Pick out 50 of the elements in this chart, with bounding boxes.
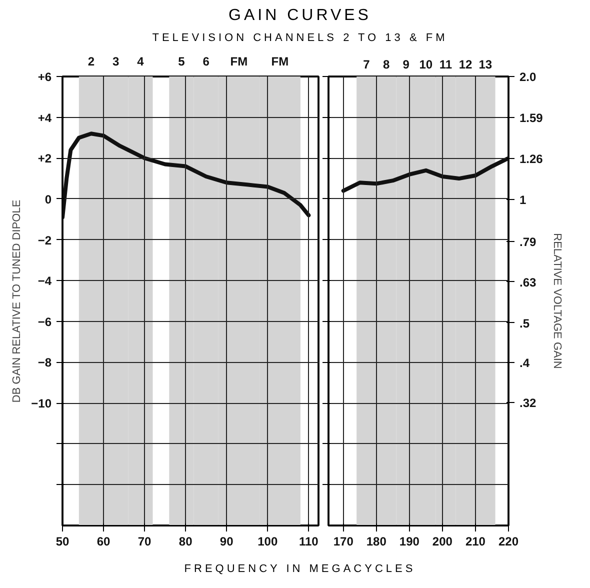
x-tick-label: 90: [220, 534, 234, 548]
x-tick-label: 50: [56, 534, 70, 548]
band-label: 6: [202, 54, 210, 68]
band-label: 9: [402, 58, 410, 72]
x-tick-label: 70: [138, 534, 152, 548]
text: .63: [520, 275, 536, 290]
x-tick-label: 190: [399, 534, 420, 548]
x-tick-label: 100: [258, 534, 278, 548]
band-label: 5: [178, 54, 186, 68]
band-label: 7: [363, 58, 370, 72]
band-label: FM: [230, 54, 248, 68]
text: 2.0: [520, 70, 536, 84]
x-tick-label: 200: [432, 534, 453, 548]
x-axis-title: FREQUENCY IN MEGACYCLES: [183, 562, 417, 577]
y-tick-label: −8: [38, 356, 52, 370]
x-tick-label: 170: [333, 534, 354, 548]
y-tick-label: −10: [31, 396, 52, 411]
text: .79: [520, 235, 536, 250]
band-label: 11: [439, 58, 452, 72]
x-tick-label: 80: [178, 534, 193, 548]
y-tick-label: +4: [38, 110, 52, 125]
x-tick-label: 60: [96, 534, 111, 548]
band-label: 3: [112, 54, 120, 68]
text: 1.59: [520, 110, 543, 125]
band-label: 4: [137, 54, 144, 68]
band-label: 12: [458, 58, 473, 72]
x-tick-label: 220: [498, 534, 519, 548]
text: .4: [520, 356, 530, 370]
band-label: 13: [478, 58, 492, 72]
chart-subtitle: TELEVISION CHANNELS 2 TO 13 & FM: [151, 30, 449, 46]
y-tick-label: −4: [38, 274, 52, 288]
y-tick-label: 0: [44, 192, 52, 206]
text: 1: [520, 193, 526, 208]
y-tick-label: −2: [38, 233, 52, 248]
band-label: FM: [271, 54, 289, 68]
y-tick-label: −6: [38, 314, 52, 329]
text: 1.26: [520, 152, 543, 166]
x-tick-label: 180: [366, 534, 387, 548]
y-tick-label: +2: [38, 152, 52, 166]
band-label: 2: [88, 54, 95, 68]
y2-axis-title: RELATIVE VOLTAGE GAIN: [550, 233, 563, 369]
x-tick-label: 210: [465, 534, 486, 548]
band-label: 10: [419, 58, 433, 72]
band-label: 8: [382, 58, 390, 72]
y-axis-title: DB GAIN RELATIVE TO TUNED DIPOLE: [11, 200, 24, 403]
chart-title: GAIN CURVES: [228, 6, 372, 26]
x-tick-label: 110: [298, 534, 319, 548]
text: .5: [520, 316, 530, 330]
text: .32: [520, 396, 536, 410]
y-tick-label: +6: [38, 70, 52, 84]
